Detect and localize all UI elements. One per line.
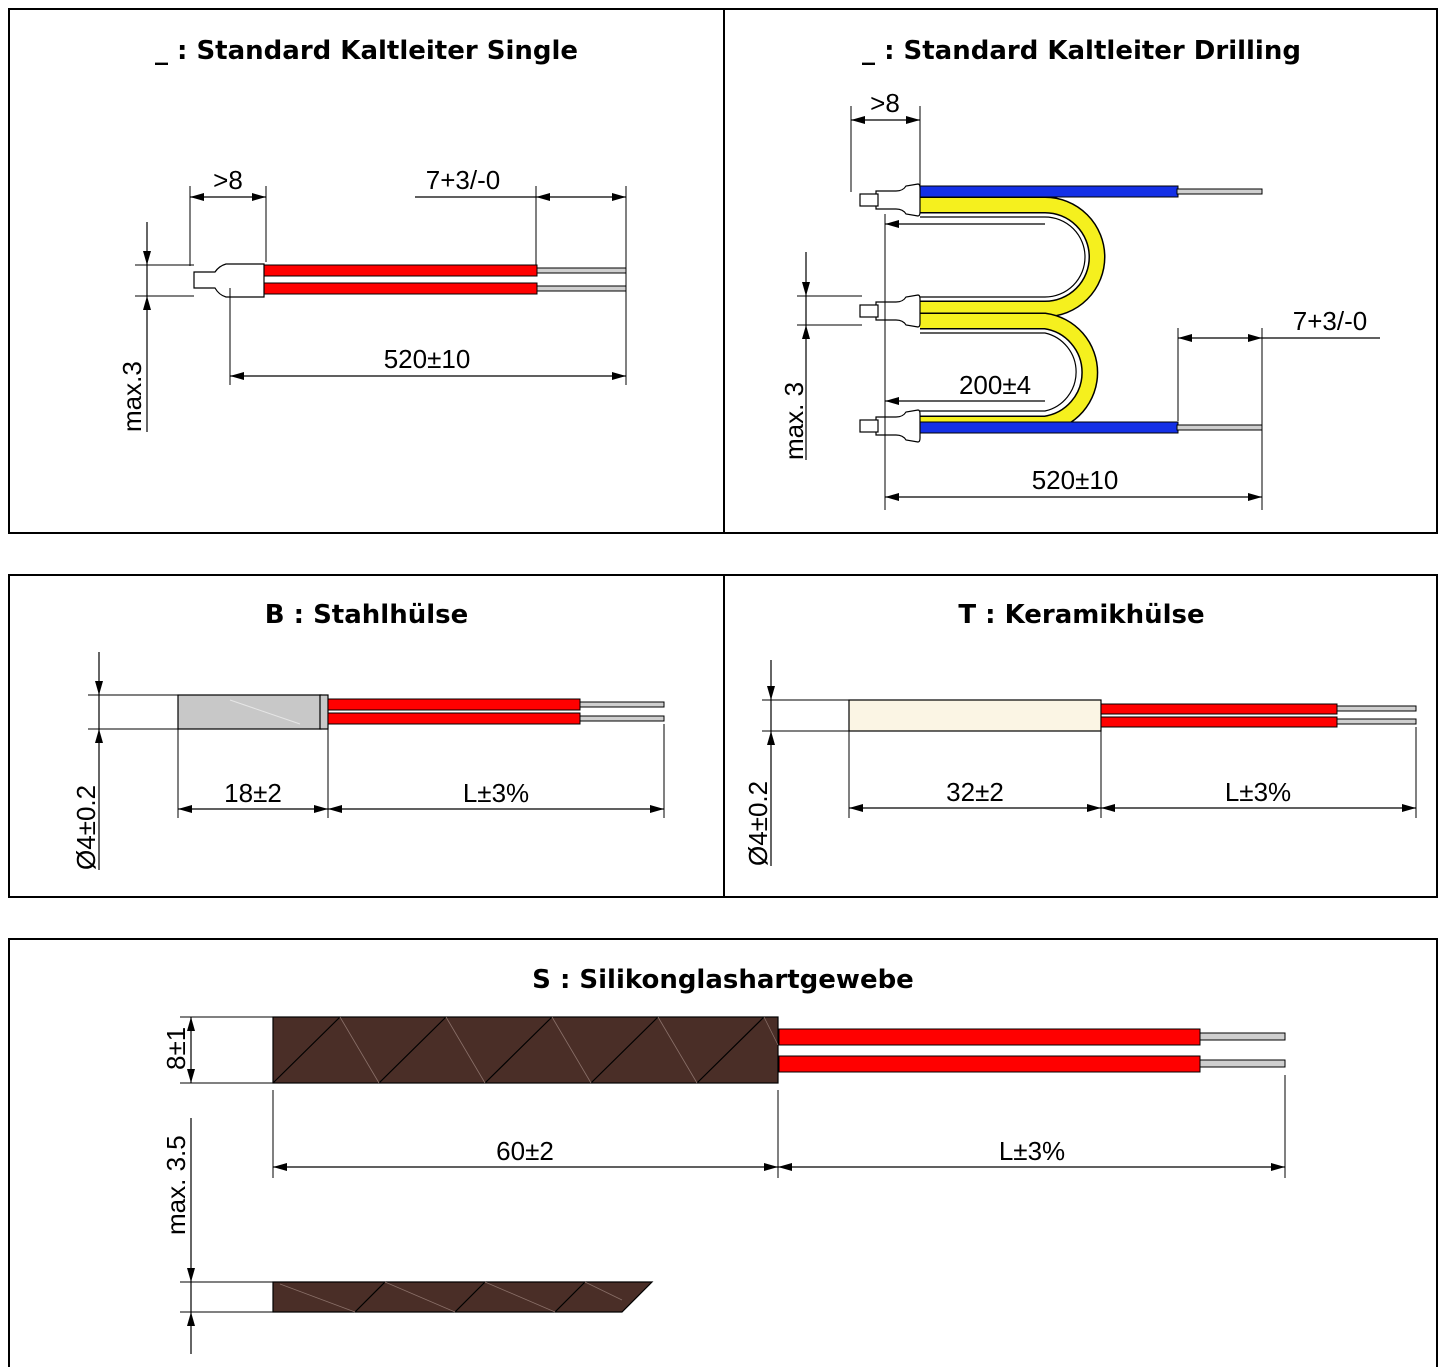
blue-wire <box>919 421 1179 434</box>
dim-max-label: max. 3 <box>779 382 809 460</box>
dim-end-label: 7+3/-0 <box>1293 306 1367 336</box>
bare-wire <box>535 267 627 274</box>
bare-wire <box>579 715 665 722</box>
sensor-head <box>859 294 921 328</box>
dim-length-label: L±3% <box>999 1136 1065 1166</box>
sensor-head <box>859 183 921 217</box>
dim-width-label: 8±1 <box>161 1027 191 1070</box>
bare-wire <box>1199 1032 1286 1041</box>
bare-wire <box>1199 1059 1286 1068</box>
dim-length-label: L±3% <box>463 778 529 808</box>
red-wire <box>263 264 538 277</box>
dim-length-label: 520±10 <box>384 344 471 374</box>
red-wire <box>327 712 581 725</box>
red-wire <box>1100 703 1338 715</box>
red-wire <box>263 282 538 295</box>
dim-length-label: L±3% <box>1225 777 1291 807</box>
yellow-wire-loop <box>920 196 1106 318</box>
drilling-title: _ : Standard Kaltleiter Drilling <box>862 36 1301 66</box>
dim-end-label: 7+3/-0 <box>426 165 500 195</box>
silicone-sleeve <box>272 1016 779 1084</box>
dim-strip-label: >8 <box>870 88 900 118</box>
dim-max-label: max.3 <box>117 361 147 432</box>
silicone-title: S : Silikonglashartgewebe <box>532 965 914 995</box>
red-wire <box>778 1055 1201 1073</box>
sensor-head <box>193 263 265 298</box>
bare-wire <box>535 285 627 292</box>
red-wire <box>778 1028 1201 1046</box>
dim-sleeve-label: 32±2 <box>946 777 1004 807</box>
drilling-drawing: >8 200±4 7+3/-0 520±10 max. 3 <box>779 88 1380 510</box>
ceramic-title: T : Keramikhülse <box>958 600 1205 630</box>
bare-wire <box>579 701 665 708</box>
panel-divider <box>723 576 725 896</box>
steel-title: B : Stahlhülse <box>264 600 469 630</box>
dim-sleeve-label: 60±2 <box>496 1136 554 1166</box>
dim-thickness-label: max. 3.5 <box>161 1135 191 1235</box>
blue-wire <box>919 185 1179 198</box>
bare-wire <box>1336 718 1417 725</box>
dim-diameter-label: Ø4±0.2 <box>71 785 101 870</box>
panel-row-middle: B : Stahlhülse T : Keramikhülse <box>8 574 1438 898</box>
single-title: _ : Standard Kaltleiter Single <box>154 36 579 66</box>
dim-diameter-label: Ø4±0.2 <box>743 781 773 866</box>
silicone-drawing: 8±1 60±2 L±3% max. 3.5 <box>161 1016 1286 1354</box>
red-wire <box>1100 716 1338 728</box>
panel-row-bottom: S : Silikonglashartgewebe <box>8 938 1438 1367</box>
ceramic-sleeve <box>848 699 1102 732</box>
bare-wire <box>1176 188 1263 195</box>
ceramic-drawing: Ø4±0.2 32±2 L±3% <box>743 660 1417 866</box>
bare-wire <box>1336 705 1417 712</box>
dim-length-label: 520±10 <box>1032 465 1119 495</box>
silicone-flat-section <box>272 1281 654 1313</box>
bare-wire <box>1176 424 1263 431</box>
dim-strip-label: >8 <box>213 165 243 195</box>
panel-divider <box>723 10 725 532</box>
single-drawing: >8 7+3/-0 520±10 max.3 <box>117 165 627 432</box>
red-wire <box>327 698 581 711</box>
dim-sleeve-label: 18±2 <box>224 778 282 808</box>
steel-drawing: Ø4±0.2 18±2 L±3% <box>71 652 665 870</box>
sensor-head <box>859 409 921 443</box>
dim-loop-label: 200±4 <box>959 370 1031 400</box>
